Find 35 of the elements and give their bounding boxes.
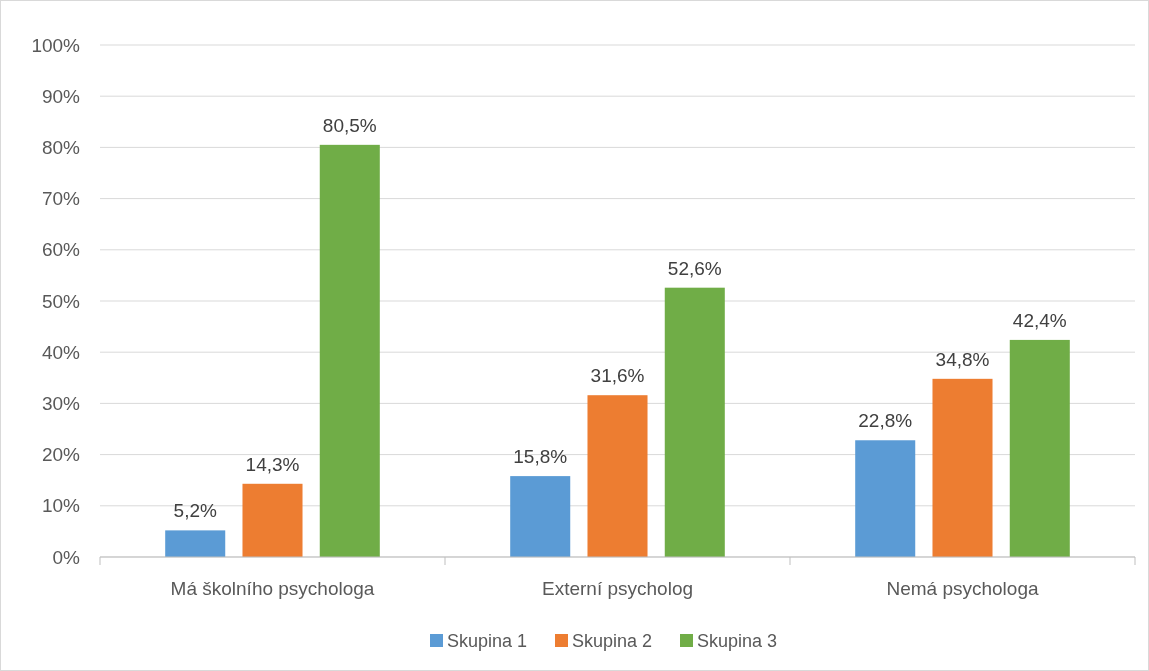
data-label: 42,4% — [1012, 309, 1067, 331]
y-tick-label: 30% — [41, 393, 81, 415]
data-label: 34,8% — [935, 348, 990, 370]
data-label: 31,6% — [590, 365, 645, 387]
bar — [1009, 339, 1070, 557]
data-label: 52,6% — [667, 257, 722, 279]
data-label: 14,3% — [245, 453, 300, 475]
y-tick-label: 20% — [41, 444, 81, 466]
y-tick-label: 100% — [31, 34, 81, 56]
data-label: 5,2% — [173, 500, 217, 522]
bar — [319, 144, 380, 557]
data-label: 22,8% — [858, 410, 913, 432]
y-tick-label: 80% — [41, 137, 81, 159]
bar — [165, 530, 226, 557]
y-tick-label: 40% — [41, 341, 81, 363]
y-tick-label: 10% — [41, 495, 81, 517]
bar — [587, 395, 648, 557]
legend-label: Skupina 2 — [572, 631, 653, 652]
y-tick-label: 90% — [41, 85, 81, 107]
x-tick-label: Má školního psychologa — [170, 578, 375, 599]
y-tick-label: 0% — [52, 546, 81, 568]
legend-label: Skupina 3 — [697, 631, 778, 652]
bar — [855, 440, 916, 557]
bar — [664, 287, 725, 557]
y-tick-label: 60% — [41, 239, 81, 261]
bar — [242, 483, 303, 557]
y-tick-label: 70% — [41, 188, 81, 210]
data-label: 80,5% — [322, 114, 377, 136]
legend-label: Skupina 1 — [447, 631, 528, 652]
bar — [932, 378, 993, 557]
x-tick-label: Nemá psychologa — [886, 578, 1039, 599]
data-label: 15,8% — [513, 446, 568, 468]
y-tick-label: 50% — [41, 290, 81, 312]
bar — [510, 476, 571, 557]
x-tick-label: Externí psycholog — [541, 578, 694, 599]
